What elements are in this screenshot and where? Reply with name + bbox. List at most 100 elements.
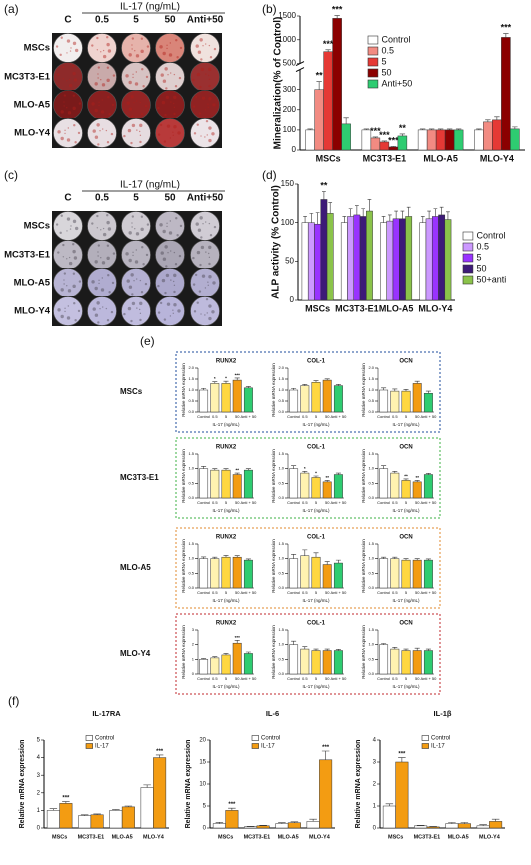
bar <box>305 129 315 151</box>
well-speckle <box>72 41 77 46</box>
x-tick-label: Anti + 50 <box>420 500 437 505</box>
bar <box>333 385 343 413</box>
error-bar <box>201 387 207 390</box>
bar <box>289 558 299 589</box>
well-speckle <box>205 251 207 253</box>
well-speckle <box>69 228 72 230</box>
plate-row-label: MLO-A5 <box>14 278 51 289</box>
well-speckle <box>164 67 168 71</box>
well-speckle <box>135 232 140 236</box>
error-bar <box>420 216 425 223</box>
error-bar <box>512 126 518 129</box>
well-speckle <box>130 95 134 99</box>
bar <box>210 657 220 675</box>
legend-swatch <box>367 35 379 45</box>
well-speckle <box>101 306 104 308</box>
significance-label: ** <box>399 123 407 133</box>
bar <box>412 559 422 589</box>
well-speckle <box>172 280 175 283</box>
bar <box>244 826 258 829</box>
well-speckle <box>135 54 140 58</box>
y-axis-label: Relative mRNA expression <box>181 539 186 593</box>
error-bar <box>291 553 297 559</box>
bar <box>414 825 428 829</box>
bar <box>275 823 289 829</box>
x-tick-label: 50 <box>325 676 330 681</box>
x-tick-label: MSCs <box>305 303 330 313</box>
well-speckle <box>60 36 63 39</box>
x-tick-label: 0.5 <box>392 676 398 681</box>
x-tick-label: 50 <box>325 590 330 595</box>
y-tick-label: 0.5 <box>368 480 374 485</box>
error-bar <box>302 383 308 386</box>
well-speckle <box>106 244 110 247</box>
well-speckle <box>192 105 196 108</box>
y-axis-label: Relative mRNA expression <box>355 740 362 829</box>
bar <box>386 220 394 301</box>
well <box>87 33 117 63</box>
legend-label: IL-17 <box>95 744 109 750</box>
chart-title: COL-1 <box>307 621 326 627</box>
well-speckle <box>127 306 132 311</box>
y-tick-label: 0.5 <box>368 570 374 575</box>
x-tick-label: 5 <box>225 590 228 595</box>
error-bar <box>400 210 405 219</box>
x-axis-label: IL-17 (ng/mL) <box>212 598 240 603</box>
bar <box>289 389 299 413</box>
bar <box>322 650 332 675</box>
error-bar <box>303 216 307 223</box>
well-speckle <box>62 78 65 80</box>
error-bar <box>212 556 218 559</box>
well <box>53 296 83 326</box>
bar <box>341 123 351 151</box>
bar <box>435 129 446 151</box>
well-speckle <box>141 246 144 249</box>
bar <box>121 806 135 829</box>
y-axis-label: Relative mRNA expression <box>361 539 366 593</box>
well-speckle <box>63 94 67 97</box>
x-tick-label: Control <box>197 590 210 595</box>
bar <box>332 18 342 151</box>
well-speckle <box>101 277 104 279</box>
error-bar <box>93 813 101 815</box>
significance-label: ** <box>316 71 324 81</box>
y-tick-label: 1.0 <box>278 466 284 471</box>
well-speckle <box>207 252 210 255</box>
error-bar <box>392 556 398 559</box>
bar <box>417 129 428 151</box>
well-speckle <box>197 50 202 54</box>
well <box>53 118 83 148</box>
y-tick-label: 0.0 <box>188 495 194 500</box>
bar <box>423 650 433 675</box>
well-speckle <box>67 289 72 293</box>
well-speckle <box>144 282 148 286</box>
plate-row-label: MLO-Y4 <box>14 306 51 317</box>
y-axis-label: Relative mRNA expression <box>181 363 186 417</box>
x-tick-label: 5 <box>225 500 228 505</box>
well-speckle <box>78 102 82 105</box>
x-tick-label: 50 <box>325 500 330 505</box>
y-tick-label: 0.0 <box>278 671 284 676</box>
bar <box>90 814 104 829</box>
bar <box>210 558 220 589</box>
x-tick-label: 5 <box>405 500 408 505</box>
x-tick-label: Control <box>287 590 300 595</box>
well-speckle <box>162 79 167 83</box>
error-bar <box>381 556 387 559</box>
bar <box>78 815 92 829</box>
error-bar <box>309 818 317 822</box>
y-tick-label: 1000 <box>278 35 296 44</box>
y-tick-label: 1.5 <box>188 541 194 546</box>
y-axis-label: Relative mRNA expression <box>271 539 276 593</box>
bar <box>426 826 440 829</box>
well-speckle <box>169 42 172 44</box>
well-speckle <box>112 252 116 255</box>
well-speckle <box>78 280 82 283</box>
bar <box>289 644 299 675</box>
error-bar <box>112 809 120 811</box>
error-bar <box>381 216 386 223</box>
x-tick-label: 5 <box>315 500 318 505</box>
bar <box>289 468 299 499</box>
well-speckle <box>204 109 207 111</box>
legend-label: Anti+50 <box>382 78 413 88</box>
